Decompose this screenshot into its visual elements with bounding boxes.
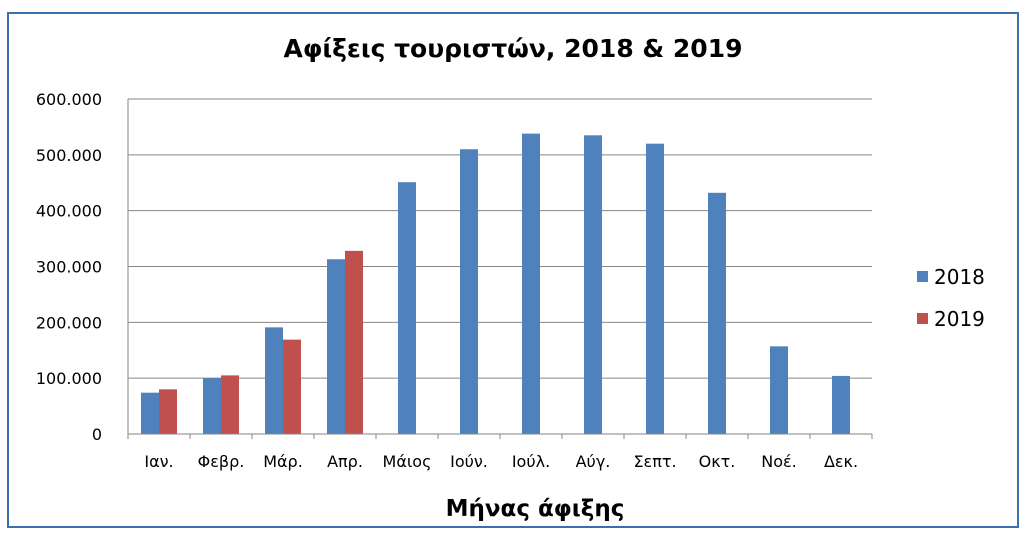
bar-2019-3 xyxy=(345,250,363,434)
y-tick-label: 200.000 xyxy=(36,313,102,332)
legend: 2018 2019 xyxy=(917,265,985,331)
gridlines xyxy=(128,98,872,379)
bar-2019-1 xyxy=(221,375,239,434)
x-axis-title: Μήνας άφιξης xyxy=(446,496,625,522)
x-tick-label: Νοέ. xyxy=(761,452,797,471)
legend-swatch-2019 xyxy=(917,313,928,324)
bar-2018-2 xyxy=(265,327,283,434)
bar-2018-3 xyxy=(327,259,345,434)
bar-2019-0 xyxy=(159,389,177,434)
legend-label-2019: 2019 xyxy=(934,307,985,331)
x-tick-label: Οκτ. xyxy=(699,452,736,471)
x-tick-label: Δεκ. xyxy=(824,452,858,471)
chart-frame xyxy=(7,12,1019,528)
bar-2018-0 xyxy=(141,392,159,434)
y-tick-label: 500.000 xyxy=(36,146,102,165)
x-tick-label: Μάρ. xyxy=(263,452,303,471)
bar-2018-8 xyxy=(646,143,664,434)
x-tick-label: Ιούλ. xyxy=(512,452,550,471)
bar-2018-4 xyxy=(398,182,416,434)
bar-2018-10 xyxy=(770,346,788,434)
bar-2019-2 xyxy=(283,339,301,434)
bar-2018-7 xyxy=(584,135,602,434)
y-tick-label: 100.000 xyxy=(36,369,102,388)
x-tick-label: Απρ. xyxy=(327,452,363,471)
bar-2018-5 xyxy=(460,149,478,434)
y-tick-label: 300.000 xyxy=(36,258,102,277)
bar-2018-9 xyxy=(708,192,726,434)
x-tick-label: Αύγ. xyxy=(576,452,611,471)
x-tick-label: Μάιος xyxy=(383,452,432,471)
bars xyxy=(141,133,850,434)
y-tick-label: 400.000 xyxy=(36,202,102,221)
legend-label-2018: 2018 xyxy=(934,265,985,289)
bar-2018-11 xyxy=(832,375,850,434)
bar-2018-6 xyxy=(522,133,540,434)
x-tick-label: Ιούν. xyxy=(450,452,488,471)
y-tick-label: 0 xyxy=(92,425,102,444)
x-tick-label: Ιαν. xyxy=(144,452,173,471)
chart-title: Αφίξεις τουριστών, 2018 & 2019 xyxy=(284,34,743,63)
x-tick-label: Σεπτ. xyxy=(633,452,676,471)
y-tick-label: 600.000 xyxy=(36,90,102,109)
axes: 0 100.000 200.000 300.000 400.000 500.000 600.… xyxy=(36,90,873,471)
x-tick-label: Φεβρ. xyxy=(198,452,245,471)
bar-2018-1 xyxy=(203,378,221,434)
legend-swatch-2018 xyxy=(917,271,928,282)
